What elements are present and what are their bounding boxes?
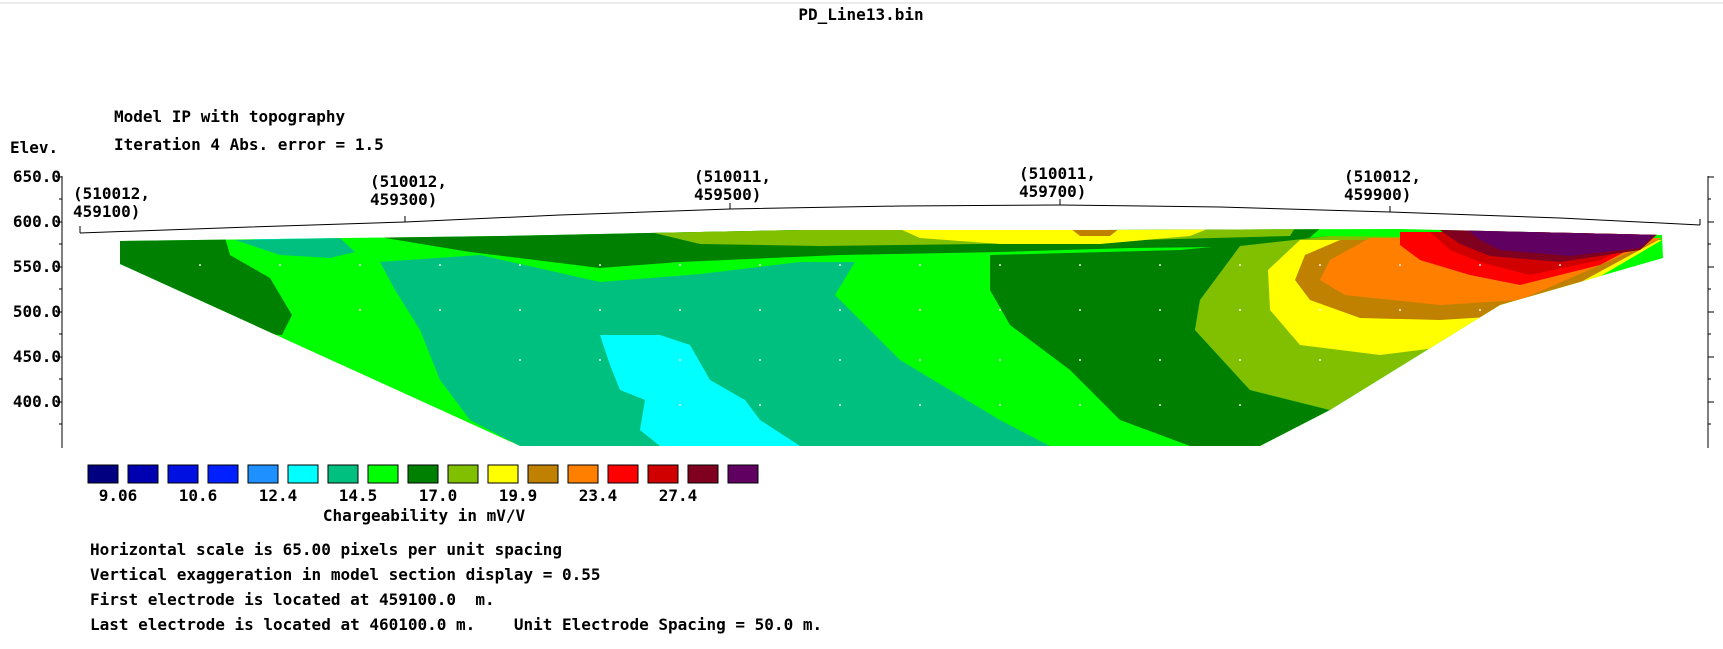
info-line: Vertical exaggeration in model section d… xyxy=(90,566,601,584)
color-scale-swatch xyxy=(328,465,358,483)
color-scale-label: 27.4 xyxy=(659,487,698,505)
elevation-tick-label: 400.0 xyxy=(0,393,61,411)
color-scale-swatch xyxy=(648,465,678,483)
color-scale-swatch xyxy=(448,465,478,483)
color-scale-label: 17.0 xyxy=(419,487,458,505)
color-scale-swatch xyxy=(288,465,318,483)
color-scale-swatch xyxy=(208,465,238,483)
elevation-tick-label: 600.0 xyxy=(0,213,61,231)
elevation-tick-label: 550.0 xyxy=(0,258,61,276)
color-scale-label: 23.4 xyxy=(579,487,618,505)
model-section-bands xyxy=(100,220,1700,460)
color-scale-swatch xyxy=(608,465,638,483)
color-scale-swatch xyxy=(688,465,718,483)
color-scale-swatch xyxy=(88,465,118,483)
elevation-tick-label: 650.0 xyxy=(0,168,61,186)
info-line: First electrode is located at 459100.0 m… xyxy=(90,591,495,609)
color-scale-title: Chargeability in mV/V xyxy=(323,507,525,525)
coordinate-label: (510011, 459700) xyxy=(1019,165,1096,201)
coordinate-label: (510011, 459500) xyxy=(694,168,771,204)
color-scale-swatch xyxy=(248,465,278,483)
color-scale-swatch xyxy=(128,465,158,483)
model-title: Model IP with topography xyxy=(114,108,345,126)
elevation-tick-label: 500.0 xyxy=(0,303,61,321)
color-scale-swatch xyxy=(488,465,518,483)
info-line: Horizontal scale is 65.00 pixels per uni… xyxy=(90,541,562,559)
color-scale-swatch xyxy=(408,465,438,483)
topography-line xyxy=(80,199,1700,233)
color-scale-label: 9.06 xyxy=(99,487,138,505)
color-scale-swatch xyxy=(528,465,558,483)
color-scale-swatch xyxy=(568,465,598,483)
color-scale-label: 14.5 xyxy=(339,487,378,505)
elevation-axis-label: Elev. xyxy=(10,139,58,157)
color-scale-swatch xyxy=(728,465,758,483)
iteration-text: Iteration 4 Abs. error = 1.5 xyxy=(114,136,384,154)
color-scale-label: 10.6 xyxy=(179,487,218,505)
file-title: PD_Line13.bin xyxy=(798,6,923,24)
coordinate-label: (510012, 459300) xyxy=(370,173,447,209)
color-scale-swatch xyxy=(368,465,398,483)
color-scale-label: 12.4 xyxy=(259,487,298,505)
right-axis xyxy=(1708,176,1714,448)
color-scale-label: 19.9 xyxy=(499,487,538,505)
coordinate-label: (510012, 459100) xyxy=(73,185,150,221)
coordinate-label: (510012, 459900) xyxy=(1344,168,1421,204)
color-scale-swatch xyxy=(168,465,198,483)
elevation-tick-label: 450.0 xyxy=(0,348,61,366)
color-scale-swatches xyxy=(88,465,758,483)
info-line: Last electrode is located at 460100.0 m.… xyxy=(90,616,822,634)
